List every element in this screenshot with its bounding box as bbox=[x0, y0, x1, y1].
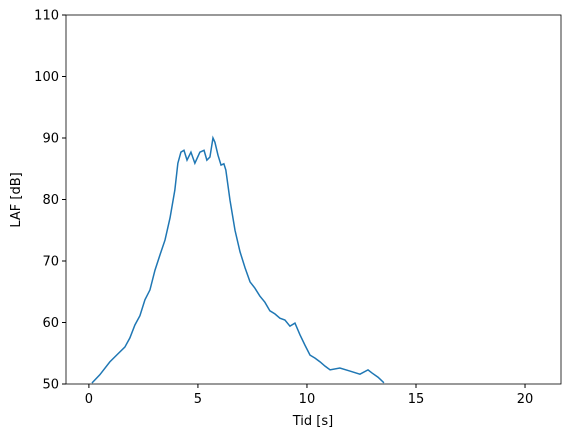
y-tick-label: 60 bbox=[42, 316, 59, 331]
y-axis-label: LAF [dB] bbox=[9, 172, 24, 227]
y-tick-label: 70 bbox=[42, 255, 59, 270]
y-tick-label: 100 bbox=[34, 70, 59, 85]
y-tick-label: 110 bbox=[34, 9, 59, 24]
x-tick-label: 20 bbox=[517, 392, 534, 407]
x-tick-label: 15 bbox=[408, 392, 425, 407]
x-tick-label: 5 bbox=[194, 392, 202, 407]
x-axis-label: Tid [s] bbox=[292, 414, 333, 429]
x-tick-label: 10 bbox=[299, 392, 316, 407]
data-line bbox=[91, 135, 385, 384]
y-tick-label: 90 bbox=[42, 132, 59, 147]
plot-frame bbox=[65, 14, 562, 385]
y-tick-label: 50 bbox=[42, 378, 59, 393]
x-tick-label: 0 bbox=[85, 392, 93, 407]
y-tick-label: 80 bbox=[42, 193, 59, 208]
